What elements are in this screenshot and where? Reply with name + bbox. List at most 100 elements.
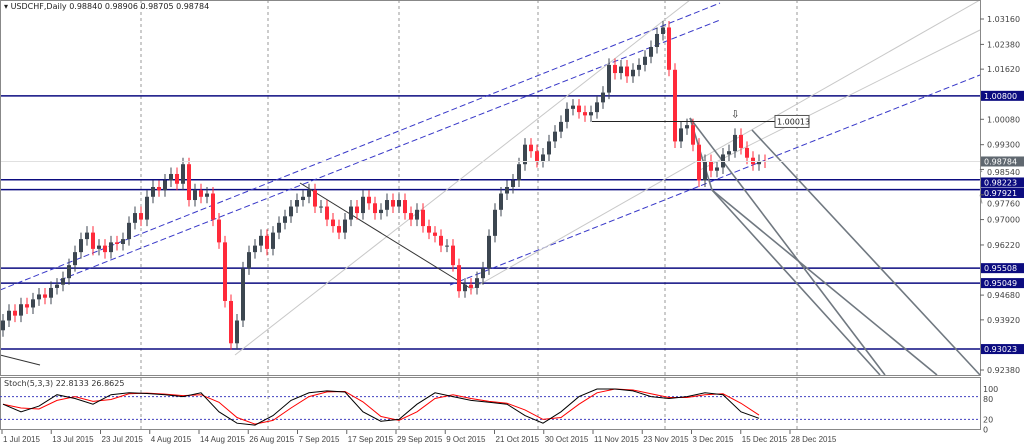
x-tick-label: 29 Sep 2015: [397, 435, 443, 444]
candle-body: [91, 232, 95, 249]
candle-body: [679, 128, 683, 142]
stoch-d-line: [2, 388, 760, 425]
candle-body: [751, 157, 755, 165]
candle-body: [25, 304, 29, 308]
fork-line: [711, 189, 881, 376]
candle-body: [625, 66, 629, 77]
candle-body: [43, 294, 47, 298]
candle-body: [229, 300, 233, 344]
candle-body: [511, 180, 515, 188]
candle-body: [193, 190, 197, 201]
candle-body: [235, 320, 239, 344]
stoch-k-line: [2, 388, 760, 426]
candle-body: [523, 144, 527, 165]
x-tick-label: 4 Aug 2015: [151, 435, 192, 444]
candle-body: [601, 92, 605, 103]
channel-mid-line: [59, 19, 721, 281]
label-connector: [979, 194, 983, 204]
candle-body: [349, 206, 353, 220]
stochastic-title: Stoch(5,3,3) 22.8133 26.8625: [4, 379, 125, 388]
x-tick-label: 26 Aug 2015: [249, 435, 294, 444]
candle-body: [451, 245, 455, 266]
candle-body: [631, 69, 635, 77]
fork-line: [711, 189, 938, 376]
candle-body: [271, 232, 275, 249]
candle-body: [109, 242, 113, 253]
symbol-label: USDCHF,Daily: [10, 2, 67, 11]
x-tick-label: 11 Nov 2015: [594, 435, 639, 444]
candle-body: [703, 160, 707, 181]
plot-frame: [0, 0, 981, 376]
candle-body: [319, 206, 323, 208]
candle-body: [475, 278, 479, 288]
candle-body: [259, 235, 263, 246]
candle-body: [103, 245, 107, 253]
candle-body: [115, 242, 119, 244]
x-tick-label: 21 Oct 2015: [496, 435, 540, 444]
candle-body: [439, 235, 443, 246]
candle-body: [391, 200, 395, 207]
candle-body: [85, 232, 89, 240]
level-label-bg: [981, 278, 1024, 289]
candle-body: [757, 160, 761, 165]
annotation-box: [774, 114, 810, 128]
candle-body: [613, 64, 617, 74]
candle-body: [379, 209, 383, 214]
fork-line: [689, 117, 886, 376]
x-tick-label: 9 Oct 2015: [446, 435, 486, 444]
candle-body: [133, 213, 137, 223]
stoch-frame: [0, 377, 981, 430]
light-channel-line: [234, 0, 691, 356]
candle-body: [421, 209, 425, 227]
candle-body: [187, 164, 191, 201]
collapse-arrow-icon[interactable]: ▾: [4, 2, 9, 11]
candle-body: [361, 196, 365, 214]
candle-body: [343, 219, 347, 233]
candle-body: [241, 268, 245, 321]
candle-body: [403, 200, 407, 214]
candle-body: [283, 216, 287, 223]
candle-body: [649, 47, 653, 57]
candle-body: [175, 173, 179, 184]
chart-title: ▾ USDCHF,Daily 0.98840 0.98906 0.98705 0…: [4, 2, 209, 11]
candle-body: [667, 27, 671, 70]
candle-body: [139, 213, 143, 220]
candle-body: [397, 200, 401, 207]
candle-body: [547, 141, 551, 155]
arrow-down-icon: ⇩: [731, 109, 739, 120]
trend-line: [299, 182, 471, 289]
candle-body: [535, 151, 539, 161]
candle-body: [505, 187, 509, 194]
candle-body: [253, 245, 257, 253]
candle-body: [67, 265, 71, 279]
candle-body: [715, 167, 719, 171]
x-tick-label: 15 Dec 2015: [742, 435, 788, 444]
x-tick-label: 28 Dec 2015: [791, 435, 837, 444]
candle-body: [697, 144, 701, 181]
current-price-label: 0.98784: [984, 157, 1017, 166]
candle-body: [691, 125, 695, 145]
y-tick-label: 0.93920: [987, 316, 1020, 325]
candle-body: [307, 190, 311, 197]
candle-body: [7, 310, 11, 321]
y-tick-label: 1.02380: [987, 40, 1020, 49]
candle-body: [37, 294, 41, 300]
y-tick-label: 1.01620: [987, 65, 1020, 74]
candle-body: [673, 69, 677, 142]
candle-body: [277, 222, 281, 233]
level-label: 0.93023: [984, 345, 1017, 354]
candle-body: [163, 180, 167, 191]
fork-line: [751, 129, 981, 376]
level-label: 0.95508: [984, 264, 1017, 273]
candle-body: [121, 239, 125, 244]
y-tick-label: 0.99300: [987, 141, 1020, 150]
stoch-axis-label: 20: [983, 415, 993, 424]
candle-body: [415, 209, 419, 220]
level-label-bg: [981, 344, 1024, 355]
candle-body: [337, 226, 341, 233]
candle-body: [469, 284, 473, 288]
candle-body: [499, 193, 503, 210]
y-tick-label: 0.96220: [987, 241, 1020, 250]
candle-body: [619, 66, 623, 74]
